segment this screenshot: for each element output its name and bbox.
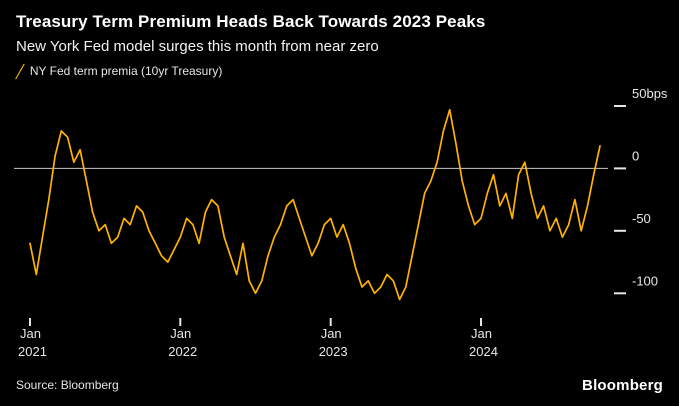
x-tick-label-year: 2022 [168,344,197,359]
x-tick-label-year: 2021 [18,344,47,359]
term-premia-line [29,108,601,301]
x-tick-label-month: Jan [170,326,191,341]
chart-area: 50bps 0 -50 -100 Jan 2021 Jan 2022 Jan 2023 Jan 202… [0,86,679,366]
x-tick-label-month: Jan [321,326,342,341]
bloomberg-logo: Bloomberg [582,377,663,394]
source-note: Source: Bloomberg [16,378,119,392]
chart-title: Treasury Term Premium Heads Back Towards… [16,12,486,31]
y-tick-label: 0 [632,148,639,163]
legend-line-marker-icon: ╱ [15,63,25,79]
x-tick-label-year: 2023 [319,344,348,359]
chart-subtitle: New York Fed model surges this month fro… [16,38,379,55]
y-tick-label: -100 [632,273,658,288]
y-tick-label: 50bps [632,86,668,101]
y-tick-label: -50 [632,211,651,226]
chart-svg: 50bps 0 -50 -100 Jan 2021 Jan 2022 Jan 2023 Jan 202… [14,86,668,359]
x-tick-label-month: Jan [20,326,41,341]
legend: ╱ NY Fed term premia (10yr Treasury) [15,63,223,79]
x-tick-label-year: 2024 [469,344,498,359]
legend-label: NY Fed term premia (10yr Treasury) [29,64,223,78]
x-tick-label-month: Jan [471,326,492,341]
